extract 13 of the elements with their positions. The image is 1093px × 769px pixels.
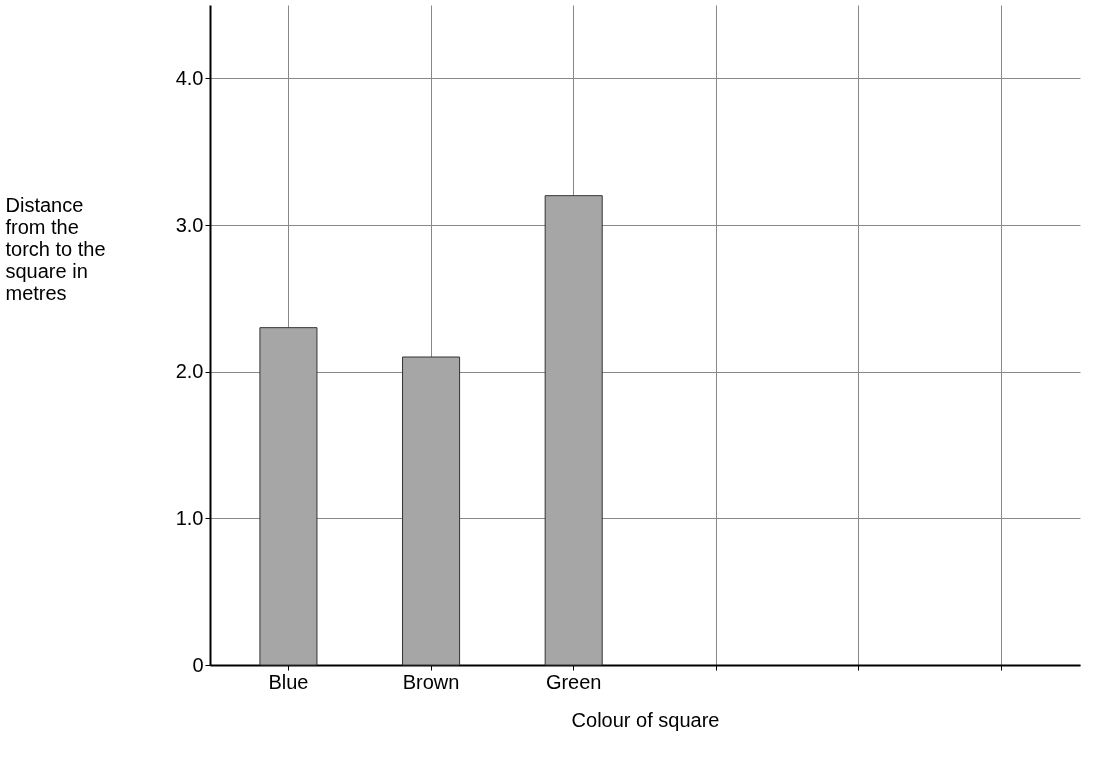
y-tick-label: 1.0 xyxy=(175,506,204,529)
x-axis-title: Colour of square xyxy=(571,708,720,731)
y-tick-label: 3.0 xyxy=(175,213,204,236)
y-tick-label: 2.0 xyxy=(175,360,204,383)
y-tick-label: 0 xyxy=(192,653,204,676)
y-axis-title: Distance from the torch to the square in metres xyxy=(5,193,106,304)
x-tick-label: Brown xyxy=(402,670,460,693)
x-tick-label: Blue xyxy=(268,670,309,693)
bar xyxy=(544,195,603,666)
y-tick-label: 4.0 xyxy=(175,66,204,89)
bar xyxy=(402,356,461,666)
bar xyxy=(259,327,318,666)
x-tick-label: Green xyxy=(545,670,602,693)
